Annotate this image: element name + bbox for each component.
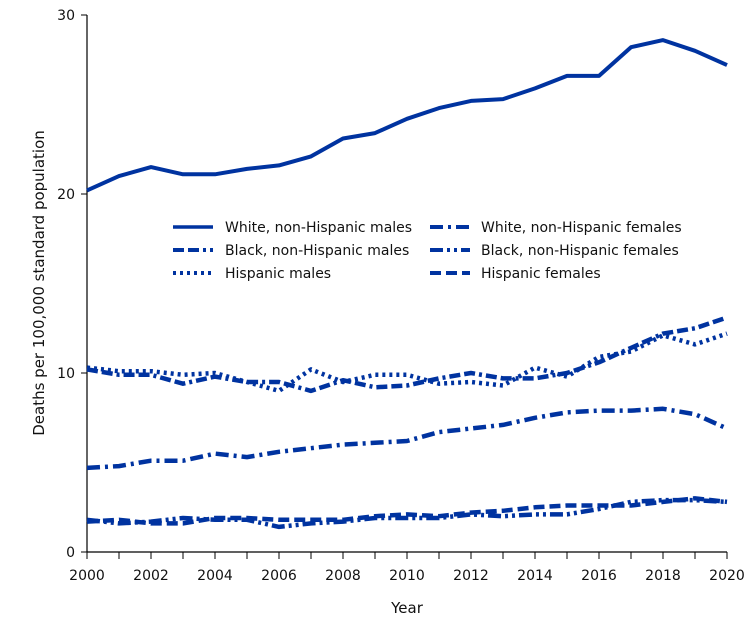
y-axis-title: Deaths per 100,000 standard population — [30, 130, 48, 436]
series-line-hispanic-males — [86, 331, 728, 394]
x-axis-title: Year — [390, 599, 424, 617]
series-line-white-non-hispanic-females — [86, 406, 728, 471]
legend-label: Hispanic males — [225, 266, 331, 282]
x-tick-label: 2000 — [69, 568, 105, 584]
series-line-hispanic-females — [86, 496, 728, 526]
legend-label: Hispanic females — [481, 266, 601, 282]
legend: White, non-Hispanic males Black, non-Hisp… — [173, 220, 682, 282]
x-tick-label: 2006 — [261, 568, 297, 584]
y-tick-label: 20 — [57, 187, 75, 203]
x-tick-label: 2008 — [325, 568, 361, 584]
y-tick-label: 0 — [66, 545, 75, 561]
legend-label: White, non-Hispanic males — [225, 220, 412, 236]
x-tick-label: 2012 — [453, 568, 489, 584]
legend-label: White, non-Hispanic females — [481, 220, 682, 236]
y-tick-label: 30 — [57, 8, 75, 24]
legend-label: Black, non-Hispanic males — [225, 243, 409, 259]
legend-label: Black, non-Hispanic females — [481, 243, 679, 259]
series-line-white-non-hispanic-males — [86, 38, 728, 193]
x-tick-label: 2020 — [709, 568, 745, 584]
y-tick-label: 10 — [57, 366, 75, 382]
axes: 2000 2002 2004 2006 2008 2010 2012 2014 2016 2018… — [57, 8, 745, 584]
series-lines — [86, 38, 728, 530]
x-tick-label: 2002 — [133, 568, 169, 584]
x-tick-label: 2004 — [197, 568, 233, 584]
x-tick-label: 2014 — [517, 568, 553, 584]
x-tick-label: 2010 — [389, 568, 425, 584]
x-tick-label: 2018 — [645, 568, 681, 584]
x-tick-label: 2016 — [581, 568, 617, 584]
series-line-black-non-hispanic-males — [86, 315, 728, 394]
